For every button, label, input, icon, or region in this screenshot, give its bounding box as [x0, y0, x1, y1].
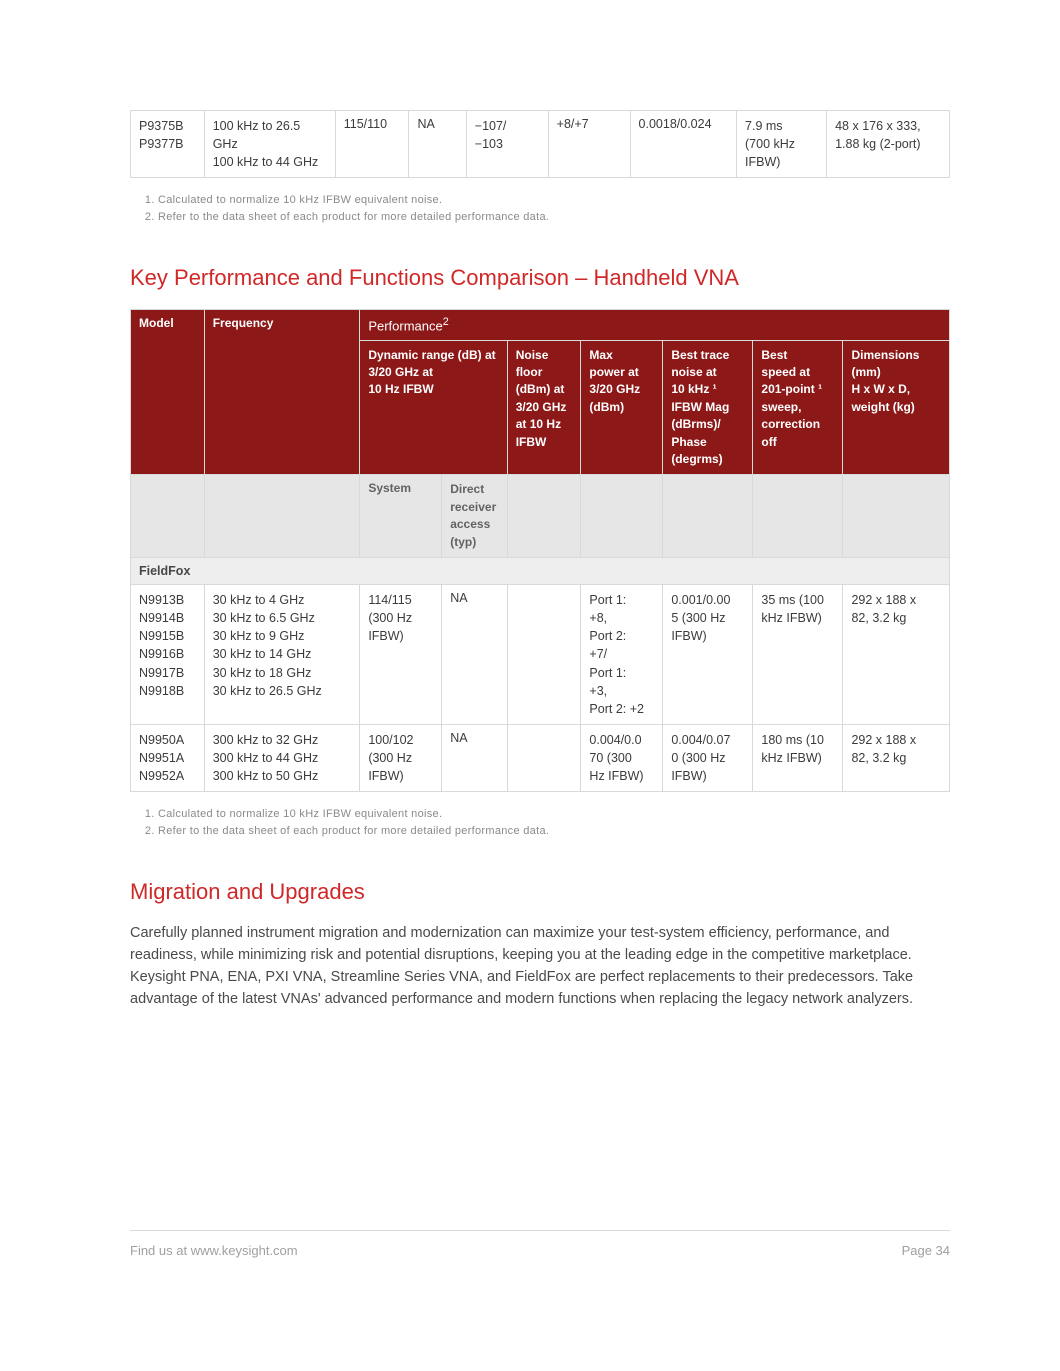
- footer-left: Find us at www.keysight.com: [130, 1243, 298, 1258]
- col-frequency: Frequency: [204, 310, 360, 475]
- page-footer: Find us at www.keysight.com Page 34: [130, 1230, 950, 1258]
- col-dynamic-range: Dynamic range (dB) at3/20 GHz at10 Hz IF…: [360, 340, 507, 475]
- col-trace-noise: Best tracenoise at10 kHz ¹IFBW Mag(dBrms…: [663, 340, 753, 475]
- col-speed: Bestspeed at201-point ¹sweep,correctiono…: [753, 340, 843, 475]
- footer-right: Page 34: [902, 1243, 950, 1258]
- vna-table: ModelFrequencyPerformance2Dynamic range …: [130, 309, 950, 792]
- footnote: Calculated to normalize 10 kHz IFBW equi…: [158, 192, 950, 209]
- heading-migration: Migration and Upgrades: [130, 879, 950, 905]
- top-table: P9375BP9377B100 kHz to 26.5 GHz100 kHz t…: [130, 110, 950, 178]
- col-model: Model: [131, 310, 205, 475]
- table-row: N9950AN9951AN9952A300 kHz to 32 GHz300 k…: [131, 724, 950, 791]
- section-fieldfox: FieldFox: [131, 558, 950, 585]
- footnote: Refer to the data sheet of each product …: [158, 209, 950, 226]
- heading-handheld-vna: Key Performance and Functions Comparison…: [130, 265, 950, 291]
- subcol-system: System: [360, 475, 442, 558]
- col-max-power: Maxpower at3/20 GHz(dBm): [581, 340, 663, 475]
- footnotes-a: Calculated to normalize 10 kHz IFBW equi…: [130, 192, 950, 225]
- col-dimensions: Dimensions(mm)H x W x D,weight (kg): [843, 340, 950, 475]
- table-row: P9375BP9377B100 kHz to 26.5 GHz100 kHz t…: [131, 111, 950, 178]
- footnote: Calculated to normalize 10 kHz IFBW equi…: [158, 806, 950, 823]
- performance-header: Performance2: [360, 310, 950, 340]
- col-noise-floor: Noisefloor(dBm) at3/20 GHzat 10 HzIFBW: [507, 340, 581, 475]
- migration-paragraph: Carefully planned instrument migration a…: [130, 923, 950, 1010]
- subcol-direct: Directreceiveraccess(typ): [442, 475, 508, 558]
- footnote: Refer to the data sheet of each product …: [158, 823, 950, 840]
- table-row: N9913BN9914BN9915BN9916BN9917BN9918B30 k…: [131, 585, 950, 725]
- footnotes-b: Calculated to normalize 10 kHz IFBW equi…: [130, 806, 950, 839]
